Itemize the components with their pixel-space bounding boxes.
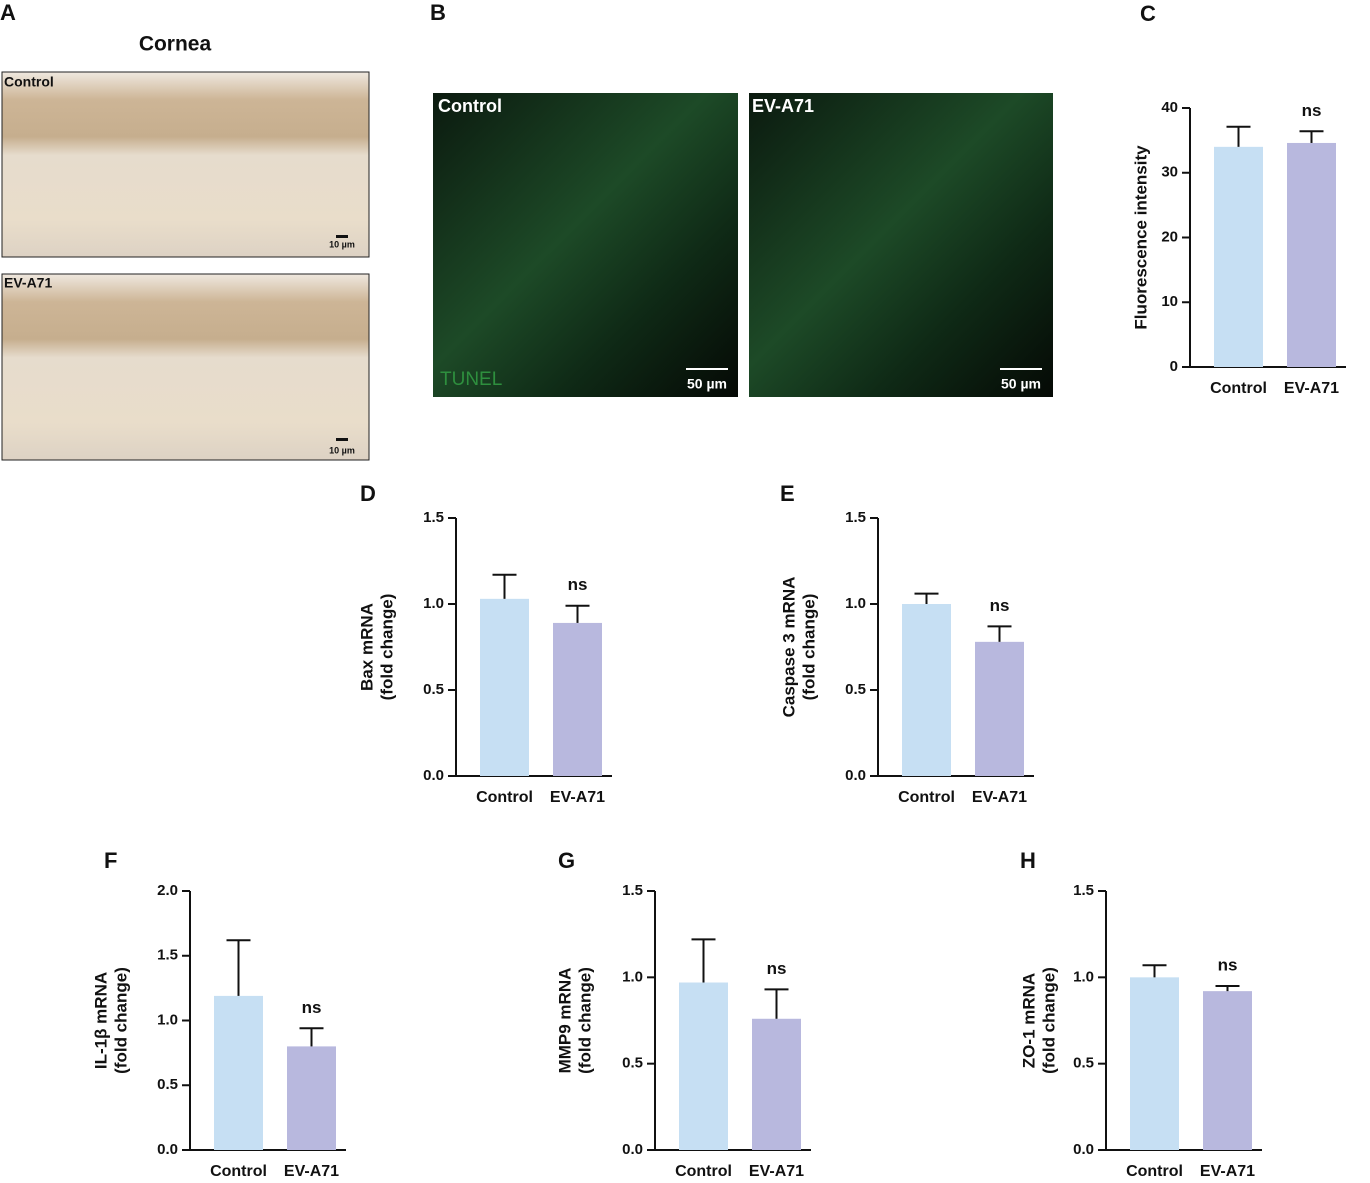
y-tick-label: 0.0: [423, 767, 444, 784]
x-tick-label: EV-A71: [1284, 380, 1339, 397]
bar: [1203, 991, 1252, 1150]
x-tick-label: EV-A71: [972, 789, 1027, 806]
micrograph: [433, 93, 738, 397]
y-tick-label: 0.5: [423, 681, 444, 698]
image-title: Cornea: [139, 33, 212, 56]
scale-bar: [686, 368, 728, 370]
bar: [287, 1046, 336, 1150]
micrograph: [1, 273, 370, 461]
y-tick-label: 1.0: [157, 1011, 178, 1028]
y-tick-label: 0.0: [845, 767, 866, 784]
bar: [1287, 142, 1336, 367]
bar: [1130, 977, 1179, 1150]
y-axis-label: (fold change): [377, 594, 396, 701]
stain-label: TUNEL: [440, 369, 502, 390]
panel-letter: B: [430, 0, 446, 25]
y-tick-label: 1.5: [157, 947, 178, 964]
y-axis-label: Caspase 3 mRNA: [779, 577, 798, 718]
micrograph: [749, 93, 1053, 397]
x-tick-label: Control: [898, 789, 955, 806]
y-axis-label: (fold change): [1039, 967, 1058, 1074]
bar: [975, 641, 1024, 776]
significance-label: ns: [1218, 955, 1238, 974]
significance-label: ns: [302, 998, 322, 1017]
y-tick-label: 0.5: [622, 1055, 643, 1072]
scale-bar: [336, 438, 348, 441]
y-axis-label: Fluorescence intensity: [1131, 145, 1150, 330]
y-tick-label: 0: [1170, 358, 1178, 375]
y-tick-label: 40: [1161, 99, 1178, 116]
x-tick-label: Control: [1210, 380, 1267, 397]
panel-letter: H: [1020, 848, 1036, 873]
significance-label: ns: [990, 596, 1010, 615]
y-tick-label: 0.0: [1073, 1141, 1094, 1158]
y-tick-label: 1.0: [845, 595, 866, 612]
y-tick-label: 1.0: [622, 968, 643, 985]
bar: [902, 604, 951, 776]
scale-label: 10 µm: [329, 239, 355, 249]
x-tick-label: EV-A71: [749, 1163, 804, 1180]
y-tick-label: 1.5: [622, 882, 643, 899]
bar: [1214, 146, 1263, 367]
scale-label: 10 µm: [329, 445, 355, 455]
bar: [214, 995, 263, 1150]
micrograph: [1, 71, 370, 258]
x-tick-label: Control: [210, 1163, 267, 1180]
image-label: EV-A71: [4, 275, 52, 291]
y-axis-label: ZO-1 mRNA: [1019, 973, 1038, 1068]
panel-letter: G: [558, 848, 575, 873]
y-tick-label: 1.5: [423, 509, 444, 526]
panel-letter: D: [360, 481, 376, 506]
y-axis-label: Bax mRNA: [357, 603, 376, 691]
y-axis-label: (fold change): [575, 967, 594, 1074]
x-tick-label: Control: [1126, 1163, 1183, 1180]
image-label: EV-A71: [752, 96, 814, 116]
x-tick-label: Control: [476, 789, 533, 806]
scale-bar: [1000, 368, 1042, 370]
y-tick-label: 30: [1161, 164, 1178, 181]
x-tick-label: EV-A71: [284, 1163, 339, 1180]
y-axis-label: (fold change): [799, 594, 818, 701]
panel-letter: E: [780, 481, 795, 506]
scale-label: 50 µm: [687, 376, 727, 392]
y-tick-label: 2.0: [157, 882, 178, 899]
y-tick-label: 1.0: [423, 595, 444, 612]
panel-letter: A: [0, 0, 16, 25]
image-label: Control: [438, 96, 502, 116]
y-axis-label: (fold change): [111, 967, 130, 1074]
significance-label: ns: [568, 575, 588, 594]
y-tick-label: 10: [1161, 293, 1178, 310]
y-tick-label: 1.5: [1073, 882, 1094, 899]
significance-label: ns: [767, 959, 787, 978]
bar: [752, 1018, 801, 1150]
y-tick-label: 0.0: [622, 1141, 643, 1158]
significance-label: ns: [1302, 101, 1322, 120]
scale-bar: [336, 235, 348, 238]
x-tick-label: EV-A71: [550, 789, 605, 806]
y-tick-label: 1.0: [1073, 968, 1094, 985]
y-tick-label: 0.0: [157, 1141, 178, 1158]
x-tick-label: Control: [675, 1163, 732, 1180]
y-axis-label: IL-1β mRNA: [91, 972, 110, 1069]
panel-letter: F: [104, 848, 117, 873]
bar: [553, 622, 602, 776]
y-axis-label: MMP9 mRNA: [555, 968, 574, 1074]
y-tick-label: 0.5: [1073, 1055, 1094, 1072]
panel-letter: C: [1140, 1, 1156, 26]
image-label: Control: [4, 74, 54, 90]
scale-label: 50 µm: [1001, 376, 1041, 392]
y-tick-label: 20: [1161, 228, 1178, 245]
bar: [480, 598, 529, 776]
y-tick-label: 0.5: [157, 1076, 178, 1093]
x-tick-label: EV-A71: [1200, 1163, 1255, 1180]
y-tick-label: 0.5: [845, 681, 866, 698]
bar: [679, 982, 728, 1150]
y-tick-label: 1.5: [845, 509, 866, 526]
